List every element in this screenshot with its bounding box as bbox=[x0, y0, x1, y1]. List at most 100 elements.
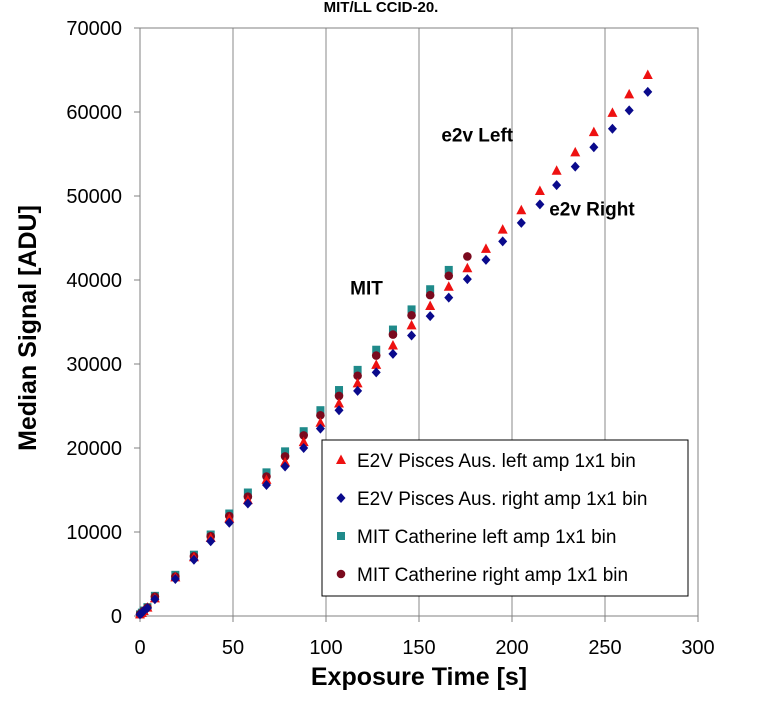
data-point bbox=[206, 536, 216, 547]
data-point bbox=[407, 330, 417, 341]
y-tick-label: 0 bbox=[111, 606, 122, 628]
data-point bbox=[534, 185, 545, 195]
y-axis-ticks: 0 10000 20000 30000 40000 50000 60000 70000 bbox=[66, 18, 140, 628]
data-point bbox=[552, 180, 562, 191]
legend-box bbox=[321, 439, 689, 597]
data-point bbox=[299, 443, 309, 453]
data-point bbox=[425, 311, 435, 322]
legend-marker bbox=[336, 454, 346, 464]
data-point bbox=[372, 345, 381, 354]
data-point bbox=[480, 243, 491, 253]
y-tick-label: 20000 bbox=[66, 438, 122, 460]
data-point bbox=[642, 69, 653, 80]
data-point bbox=[335, 386, 344, 395]
y-tick-label: 50000 bbox=[66, 186, 122, 208]
data-point bbox=[142, 603, 152, 614]
data-point bbox=[280, 452, 290, 461]
data-point bbox=[589, 142, 599, 153]
data-point bbox=[462, 262, 473, 273]
x-tick-label: 50 bbox=[222, 637, 244, 659]
x-tick-label: 250 bbox=[588, 637, 621, 659]
data-point bbox=[387, 340, 398, 350]
data-point bbox=[463, 252, 472, 261]
data-point bbox=[516, 204, 527, 215]
y-tick-label: 70000 bbox=[66, 18, 122, 40]
data-point bbox=[189, 554, 199, 565]
data-point bbox=[261, 474, 272, 484]
data-point bbox=[643, 86, 653, 97]
data-point bbox=[298, 436, 309, 447]
data-point bbox=[224, 517, 234, 528]
data-point bbox=[406, 319, 417, 330]
annotation-label: e2v Left bbox=[441, 125, 513, 146]
data-point bbox=[334, 405, 344, 416]
annotations: e2v Left e2v Right MIT bbox=[350, 125, 635, 299]
data-point bbox=[425, 300, 436, 311]
data-point bbox=[388, 330, 398, 339]
data-point bbox=[315, 423, 325, 434]
data-point bbox=[498, 236, 508, 247]
data-point bbox=[551, 165, 562, 175]
data-point bbox=[150, 594, 160, 605]
x-tick-label: 100 bbox=[309, 637, 342, 659]
data-point bbox=[371, 359, 382, 369]
x-tick-label: 0 bbox=[134, 637, 145, 659]
y-tick-label: 10000 bbox=[66, 522, 122, 544]
data-point bbox=[334, 397, 345, 408]
data-point bbox=[280, 461, 290, 472]
data-point bbox=[281, 447, 290, 456]
data-point bbox=[371, 351, 381, 360]
data-point bbox=[407, 305, 416, 314]
data-points bbox=[135, 69, 653, 620]
data-point bbox=[388, 348, 398, 359]
x-tick-label: 300 bbox=[681, 637, 714, 659]
y-tick-label: 40000 bbox=[66, 270, 122, 292]
data-point bbox=[535, 199, 545, 210]
data-point bbox=[588, 126, 599, 137]
data-point bbox=[371, 367, 381, 378]
data-point bbox=[570, 146, 581, 157]
series-2 bbox=[135, 86, 653, 620]
data-point bbox=[462, 274, 472, 285]
y-tick-label: 30000 bbox=[66, 354, 122, 376]
data-point bbox=[425, 290, 435, 300]
data-point bbox=[352, 377, 363, 388]
legend-item: MIT Catherine left amp 1x1 bin bbox=[337, 527, 616, 548]
legend-label: E2V Pisces Aus. right amp 1x1 bin bbox=[357, 489, 647, 510]
data-point bbox=[353, 385, 363, 396]
data-point bbox=[426, 285, 435, 294]
x-tick-label: 200 bbox=[495, 637, 528, 659]
annotation-label: e2v Right bbox=[549, 199, 635, 220]
legend-marker bbox=[336, 493, 346, 503]
data-point bbox=[624, 88, 635, 99]
legend-label: MIT Catherine left amp 1x1 bin bbox=[357, 527, 616, 548]
data-point bbox=[353, 371, 362, 381]
data-point bbox=[570, 161, 580, 172]
data-point bbox=[443, 281, 454, 291]
data-point bbox=[516, 217, 526, 228]
data-point bbox=[624, 105, 634, 116]
x-axis-ticks: 0 50 100 150 200 250 300 bbox=[134, 616, 715, 659]
y-axis-title: Median Signal [ADU] bbox=[14, 205, 42, 451]
data-point bbox=[388, 325, 397, 334]
x-axis-title: Exposure Time [s] bbox=[311, 663, 527, 691]
legend-label: MIT Catherine right amp 1x1 bin bbox=[357, 565, 628, 586]
x-tick-label: 150 bbox=[402, 637, 435, 659]
data-point bbox=[261, 479, 271, 490]
data-point bbox=[316, 406, 325, 415]
legend-marker bbox=[337, 532, 345, 540]
data-point bbox=[607, 107, 618, 117]
data-point bbox=[607, 123, 617, 134]
data-point bbox=[243, 498, 253, 509]
y-tick-label: 60000 bbox=[66, 102, 122, 124]
legend-item: MIT Catherine right amp 1x1 bin bbox=[336, 565, 628, 586]
legend-item: E2V Pisces Aus. right amp 1x1 bin bbox=[336, 489, 647, 510]
legend-item: E2V Pisces Aus. left amp 1x1 bin bbox=[336, 451, 636, 472]
chart-title: MIT/LL CCID-20. bbox=[324, 0, 439, 16]
legend-label: E2V Pisces Aus. left amp 1x1 bin bbox=[357, 451, 636, 472]
annotation-label: MIT bbox=[350, 278, 383, 299]
legend-items: E2V Pisces Aus. left amp 1x1 bin E2V Pisc… bbox=[336, 451, 647, 586]
data-point bbox=[407, 310, 416, 320]
data-point bbox=[481, 254, 491, 265]
